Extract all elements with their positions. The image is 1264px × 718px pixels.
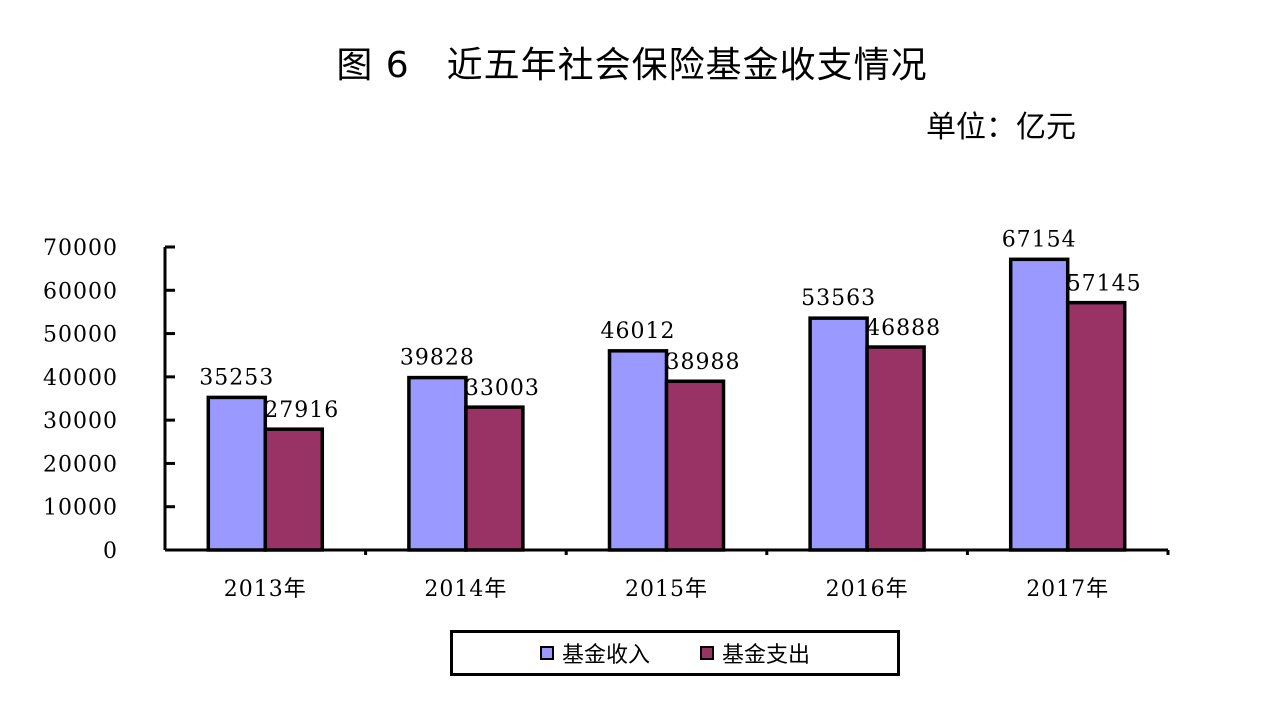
data-label-income-1: 39828 (400, 346, 475, 371)
y-tick-label-2: 20000 (43, 452, 118, 477)
y-tick-label-5: 50000 (43, 323, 118, 348)
data-label-income-0: 35253 (199, 365, 274, 390)
bar-expense-3 (865, 345, 926, 552)
bar-expense-2 (664, 379, 726, 552)
chart-unit: 单位：亿元 (926, 110, 1076, 145)
y-tick-label-3: 30000 (43, 409, 118, 434)
x-tick-label-3: 2016年 (826, 577, 909, 602)
data-label-expense-0: 27916 (264, 398, 339, 423)
legend-item-expense: 基金支出 (700, 637, 810, 669)
bar-income-2 (607, 349, 669, 552)
x-tick-label-4: 2017年 (1026, 577, 1109, 602)
bar-group (206, 257, 1127, 552)
legend: 基金收入 基金支出 (450, 630, 900, 676)
data-label-expense-1: 33003 (465, 376, 540, 401)
y-tick-label-6: 60000 (43, 279, 118, 304)
bar-income-0 (206, 395, 268, 552)
bar-income-1 (407, 375, 468, 552)
label-group: 35253 27916 2013年 39828 33003 2014年 46012 38988… (43, 227, 1142, 602)
y-tick-label-7: 70000 (43, 236, 118, 261)
x-tick-label-1: 2014年 (424, 577, 507, 602)
data-label-income-4: 67154 (1002, 227, 1077, 252)
legend-item-income: 基金收入 (539, 637, 650, 669)
data-label-expense-4: 57145 (1067, 272, 1142, 297)
bar-expense-0 (263, 427, 325, 552)
x-tick-label-2: 2015年 (625, 577, 708, 602)
bar-expense-4 (1065, 300, 1127, 552)
legend-swatch-income (539, 646, 554, 660)
data-label-expense-2: 38988 (666, 350, 741, 375)
x-tick-label-0: 2013年 (224, 577, 307, 602)
legend-label-income: 基金收入 (561, 643, 650, 668)
bar-income-4 (1008, 257, 1070, 552)
legend-label-expense: 基金支出 (722, 643, 811, 668)
legend-swatch-expense (700, 646, 714, 660)
y-tick-label-4: 40000 (43, 366, 118, 391)
data-label-income-2: 46012 (601, 319, 676, 344)
axes (163, 245, 1170, 555)
data-label-income-3: 53563 (801, 286, 876, 311)
y-tick-label-1: 10000 (43, 496, 118, 521)
bar-income-3 (808, 316, 869, 552)
bar-expense-1 (464, 405, 525, 552)
y-tick-label-0: 0 (103, 539, 118, 564)
chart-title: 图 6 近五年社会保险基金收支情况 (336, 45, 928, 86)
data-label-expense-3: 46888 (866, 316, 941, 341)
